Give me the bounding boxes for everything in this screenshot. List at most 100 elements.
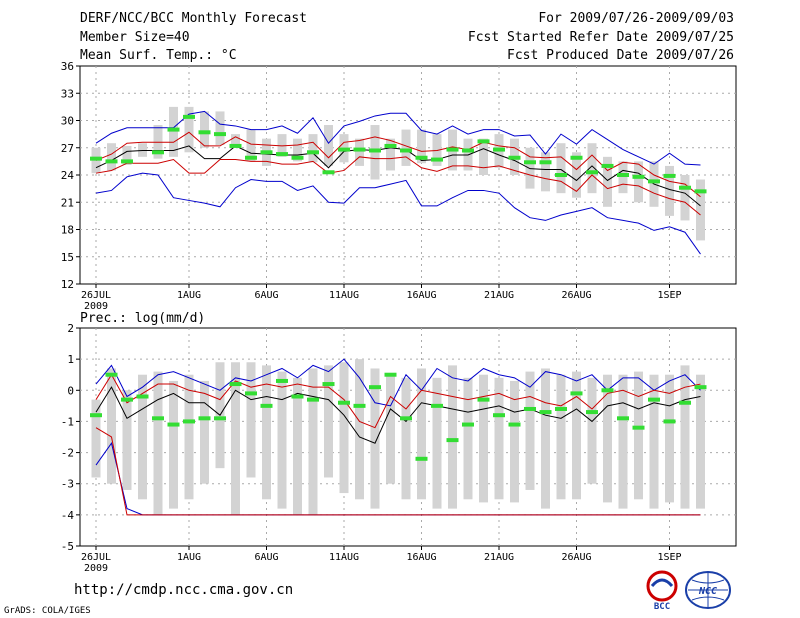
precip-max-line (95, 358, 701, 407)
temp-x-tick-label: 16AUG (406, 290, 436, 301)
precip-x-tick-label: 26JUL (81, 552, 111, 563)
precip-mean-marker (446, 438, 459, 443)
precip-box (293, 377, 302, 515)
temp-y-tick-label: 30 (61, 115, 74, 128)
temp-mean-marker (431, 157, 443, 162)
produced-date-label: Fcst Produced Date 2009/07/26 (507, 48, 734, 63)
temp-y-tick-label: 21 (61, 196, 74, 209)
precip-y-tick-label: -3 (61, 478, 74, 491)
precip-box (277, 371, 287, 509)
temp-box (541, 152, 550, 192)
temp-mean-marker (601, 163, 614, 168)
precip-box (634, 371, 643, 500)
temp-box (308, 134, 318, 163)
precip-y-tick-label: 2 (67, 322, 74, 335)
precip-plot-frame (79, 327, 737, 547)
precip-mean-marker (152, 416, 164, 421)
precip-x-tick-label: 16AUG (406, 552, 436, 563)
temp-mean-marker (648, 179, 660, 184)
temp-mean-marker (322, 170, 335, 175)
temp-y-tick-label: 12 (61, 278, 74, 291)
precip-x-tick-label: 21AUG (484, 552, 514, 563)
precip-x-tick-label: 11AUG (329, 552, 359, 563)
temp-box (417, 129, 426, 164)
precip-box (200, 380, 209, 484)
precip-mean-marker (183, 419, 195, 424)
temp-box (246, 129, 256, 162)
temp-box (603, 156, 612, 207)
temp-y-tick-label: 33 (61, 87, 74, 100)
temp-box (122, 145, 132, 166)
precip-box (463, 377, 473, 500)
precip-mean-marker (694, 385, 707, 390)
precip-mean-marker (570, 391, 583, 396)
member-size-label: Member Size=40 (80, 30, 190, 45)
precip-mean-marker (477, 397, 490, 402)
precip-y-tick-label: -2 (61, 447, 74, 460)
precip-box (494, 377, 504, 500)
precip-box (339, 362, 349, 494)
precip-mean-marker (353, 403, 366, 408)
temp-mean-marker (617, 173, 629, 177)
temp-x-tick-label: 21AUG (484, 290, 514, 301)
temp-mean-marker (90, 156, 102, 161)
precip-mean-marker (663, 419, 676, 424)
precip-mean-marker (369, 385, 381, 390)
precip-box (308, 368, 318, 515)
temp-mean-marker (229, 143, 242, 148)
precip-x-tick-label: 26AUG (561, 552, 591, 563)
temp-box (665, 165, 674, 216)
temp-box (324, 125, 333, 166)
temp-lower-quartile-line (95, 156, 701, 216)
precip-box (696, 374, 705, 509)
variable-label: Mean Surf. Temp.: °C (80, 48, 237, 63)
precip-mean-marker (338, 400, 350, 405)
temp-mean-marker (353, 147, 366, 152)
ncc-logo: NCC (685, 571, 731, 609)
precip-y-tick-label: -5 (61, 540, 74, 553)
precip-box (572, 371, 581, 500)
temp-mean-marker (291, 155, 304, 160)
precip-mean-marker (198, 416, 211, 421)
precip-box (262, 365, 271, 500)
precip-box (479, 374, 488, 503)
started-date-label: Fcst Started Refer Date 2009/07/25 (467, 30, 734, 45)
precip-y-tick-label: -4 (61, 509, 75, 522)
temp-box (556, 143, 566, 194)
precip-y-tick-label: 1 (67, 353, 74, 366)
precip-mean-marker (260, 403, 273, 408)
ncc-logo-text: NCC (698, 586, 717, 597)
precip-box (448, 365, 457, 509)
temp-box (355, 138, 364, 166)
precip-box (417, 368, 426, 500)
temp-box (618, 161, 628, 194)
temp-mean-marker (183, 114, 195, 119)
temp-mean-marker (307, 150, 319, 155)
precip-box (587, 377, 597, 484)
precip-box (618, 374, 628, 509)
temp-y-tick-label: 18 (61, 224, 74, 237)
precip-box (91, 399, 101, 478)
temp-x-tick-label: 1SEP (657, 290, 681, 301)
temp-mean-marker (214, 132, 226, 137)
temp-mean-marker (555, 173, 567, 177)
precip-panel-title: Prec.: log(mm/d) (80, 311, 205, 326)
precip-box (603, 374, 612, 503)
temp-x-tick-label: 1AUG (177, 290, 201, 301)
precip-box (510, 380, 519, 503)
precip-box (370, 368, 380, 509)
temp-mean-marker (477, 139, 490, 144)
precip-box (680, 365, 690, 509)
temp-box (215, 111, 225, 146)
temp-mean-marker (260, 150, 273, 155)
temp-mean-marker (369, 148, 381, 153)
website-url[interactable]: http://cmdp.ncc.cma.gov.cn (74, 582, 294, 598)
precip-box (169, 380, 178, 509)
grads-credit: GrADS: COLA/IGES (4, 606, 91, 616)
precip-mean-marker (245, 391, 257, 396)
precip-x-tick-label: 1AUG (177, 552, 201, 563)
precip-box (122, 390, 132, 490)
temp-median-line (95, 145, 701, 207)
temp-mean-marker (198, 130, 211, 135)
precip-mean-marker (493, 413, 505, 418)
